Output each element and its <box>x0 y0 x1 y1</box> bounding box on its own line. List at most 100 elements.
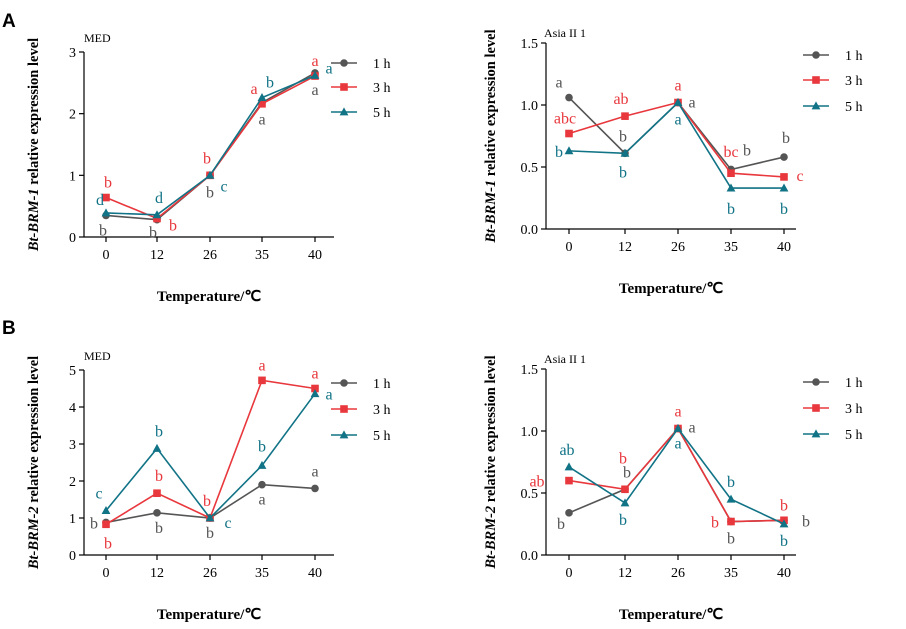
significance-letter: a <box>258 112 265 129</box>
data-point-3h <box>311 384 319 393</box>
significance-letter: a <box>674 112 681 129</box>
significance-letter: b <box>802 513 810 530</box>
data-point-5h <box>779 519 789 528</box>
chart-b-asia: Asia II 1 0.0 0.5 1.0 1.5 0 12 26 35 40 Temperatur… <box>483 352 863 623</box>
y-tick-label: 0.5 <box>521 161 539 176</box>
data-point-3h <box>621 485 629 494</box>
x-axis-title: Temperature/℃ <box>157 289 261 305</box>
legend-marker <box>340 59 348 67</box>
significance-letter: b <box>623 464 631 481</box>
significance-letter: b <box>169 218 177 235</box>
significance-letter: c <box>95 486 102 503</box>
data-point-5h <box>726 183 736 192</box>
x-tick-label: 35 <box>255 566 269 581</box>
significance-letter: a <box>674 78 681 95</box>
y-tick-label: 1 <box>69 169 76 184</box>
significance-letter: bc <box>723 144 738 161</box>
legend-label: 5 h <box>373 106 391 121</box>
x-tick-label: 40 <box>777 566 791 581</box>
y-tick-label: 0.5 <box>521 487 539 502</box>
legend-marker <box>340 83 348 91</box>
x-tick-label: 12 <box>150 248 164 263</box>
significance-letter: b <box>206 525 214 542</box>
data-point-3h <box>258 100 266 108</box>
legend-label: 1 h <box>373 57 391 72</box>
x-tick-label: 35 <box>724 240 738 255</box>
significance-letter: a <box>674 436 681 453</box>
significance-letter: b <box>149 225 157 242</box>
significance-letter: b <box>203 493 211 510</box>
significance-letter: b <box>203 150 211 167</box>
significance-letter: b <box>266 75 274 92</box>
significance-letter: b <box>557 516 565 533</box>
significance-letter: ab <box>529 474 544 491</box>
x-tick-label: 12 <box>618 240 632 255</box>
significance-letter: c <box>796 168 803 185</box>
legend-marker <box>812 404 820 412</box>
significance-letter: b <box>711 515 719 532</box>
significance-letter: b <box>555 144 563 161</box>
legend-marker <box>339 430 349 439</box>
legend-marker <box>811 429 821 438</box>
significance-letter: a <box>258 357 265 374</box>
legend-marker <box>340 379 348 387</box>
significance-letter: c <box>224 515 231 532</box>
y-tick-label: 1.0 <box>521 425 539 440</box>
data-point-3h <box>102 520 110 529</box>
significance-letter: b <box>780 533 788 550</box>
y-tick-label: 0 <box>69 549 76 564</box>
significance-letter: a <box>311 366 318 383</box>
x-tick-label: 40 <box>777 240 791 255</box>
y-axis-title-suffix: relative expression level <box>26 356 42 506</box>
y-axis-title-gene: Bt-BRM-2 <box>483 506 499 570</box>
x-tick-label: 40 <box>308 566 322 581</box>
significance-letter: b <box>155 468 163 485</box>
significance-letter: a <box>325 387 332 404</box>
significance-letter: b <box>743 142 751 159</box>
y-tick-label: 4 <box>69 401 76 416</box>
significance-letter: a <box>311 53 318 70</box>
significance-letter: a <box>674 404 681 421</box>
data-point-5h <box>310 70 320 79</box>
chart-subtitle: Asia II 1 <box>544 26 586 40</box>
x-tick-label: 12 <box>150 566 164 581</box>
significance-letter: b <box>619 164 627 181</box>
significance-letter: abc <box>554 111 576 128</box>
data-point-5h <box>205 513 215 522</box>
y-tick-label: 5 <box>69 364 76 379</box>
legend-label: 5 h <box>845 428 863 443</box>
data-point-1h <box>153 509 161 517</box>
y-tick-label: 3 <box>69 46 76 61</box>
significance-letter: ab <box>559 442 574 459</box>
y-tick-label: 1.0 <box>521 99 539 114</box>
data-point-3h <box>727 169 735 177</box>
data-point-5h <box>673 423 683 432</box>
y-tick-label: 2 <box>69 475 76 490</box>
x-axis-title: Temperature/℃ <box>157 607 261 623</box>
significance-letter: b <box>155 423 163 440</box>
data-point-5h <box>101 208 111 217</box>
data-point-3h <box>565 476 573 485</box>
panel-label-b: B <box>2 318 16 339</box>
significance-letter: d <box>96 192 104 209</box>
data-point-5h <box>564 146 574 155</box>
data-point-5h <box>620 498 630 507</box>
data-point-3h <box>102 193 110 202</box>
data-point-3h <box>565 129 573 138</box>
legend-label: 1 h <box>845 49 863 64</box>
data-point-1h <box>311 484 319 493</box>
significance-letter: c <box>220 178 227 195</box>
significance-letter: a <box>250 81 257 98</box>
y-axis-title: Bt-BRM-2 relative expression level <box>483 355 499 569</box>
data-point-1h <box>565 509 573 517</box>
significance-letter: b <box>104 175 112 192</box>
data-point-1h <box>780 153 788 161</box>
significance-letter: b <box>727 531 735 548</box>
x-tick-label: 26 <box>671 566 685 581</box>
series-line-1h <box>568 96 785 171</box>
data-point-5h <box>257 460 267 469</box>
y-axis-title-gene: Bt-BRM-2 <box>26 506 42 570</box>
data-point-5h <box>673 97 683 106</box>
